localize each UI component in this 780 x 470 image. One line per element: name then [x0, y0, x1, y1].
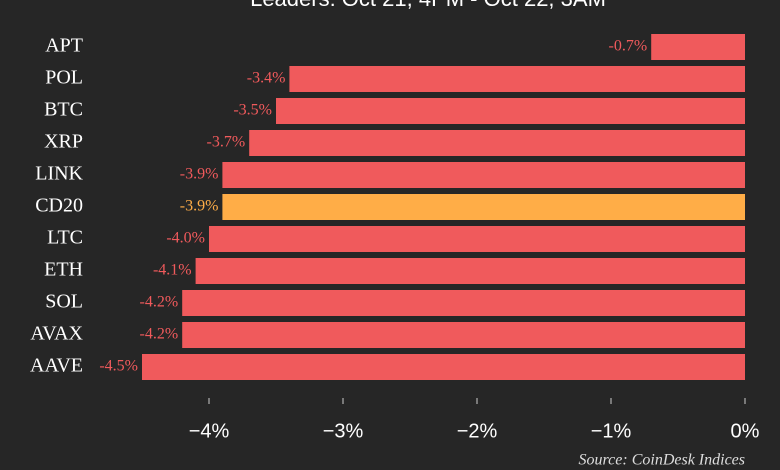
bar [276, 98, 745, 124]
y-tick-label: AVAX [30, 323, 83, 345]
y-tick-label: POL [45, 67, 83, 89]
value-label: -0.7% [609, 38, 648, 55]
chart-title: Leaders: Oct 21, 4PM - Oct 22, 3AM [250, 0, 606, 11]
bar [209, 226, 745, 252]
x-tick-label: −4% [189, 420, 230, 442]
y-tick-label: BTC [44, 99, 83, 121]
bar [651, 34, 745, 60]
bar [222, 194, 745, 220]
source-note: Source: CoinDesk Indices [579, 452, 745, 469]
bar [289, 66, 745, 92]
y-tick-label: LINK [35, 163, 83, 185]
x-tick-label: −3% [323, 420, 364, 442]
value-label: -4.5% [99, 358, 138, 375]
y-tick-label: SOL [45, 291, 83, 313]
value-label: -4.0% [166, 230, 205, 247]
x-tick-label: −2% [457, 420, 498, 442]
y-tick-label: XRP [44, 131, 83, 153]
bar [249, 130, 745, 156]
bar [142, 354, 745, 380]
y-tick-label: APT [45, 35, 83, 57]
x-tick-label: −1% [591, 420, 632, 442]
value-label: -3.5% [233, 102, 272, 119]
value-label: -4.2% [140, 326, 179, 343]
y-tick-label: LTC [47, 227, 83, 249]
x-tick-label: 0% [731, 420, 760, 442]
bar [182, 290, 745, 316]
y-tick-label: AAVE [30, 355, 83, 377]
value-label: -4.2% [140, 294, 179, 311]
bar [195, 258, 746, 284]
value-label: -3.4% [247, 70, 286, 87]
value-label: -4.1% [153, 262, 192, 279]
value-label: -3.9% [180, 166, 219, 183]
value-label: -3.9% [180, 198, 219, 215]
bar [182, 322, 745, 348]
bar [222, 162, 745, 188]
y-tick-label: CD20 [35, 195, 83, 217]
value-label: -3.7% [207, 134, 246, 151]
y-tick-label: ETH [44, 259, 83, 281]
